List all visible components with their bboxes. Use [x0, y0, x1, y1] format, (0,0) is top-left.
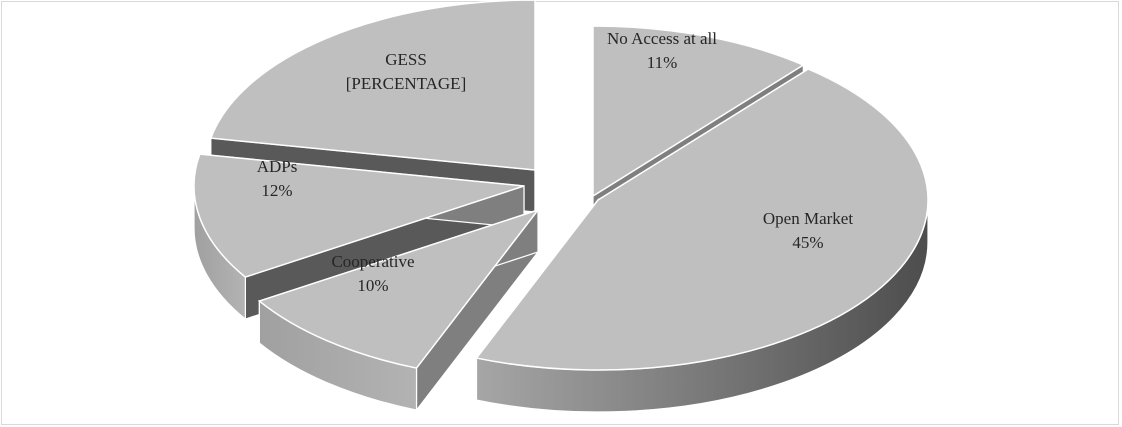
- label-open-market-value: 45%: [792, 233, 823, 252]
- label-cooperative-value: 10%: [357, 276, 388, 295]
- label-no-access-value: 11%: [647, 53, 678, 72]
- label-gess-value: [PERCENTAGE]: [346, 74, 466, 93]
- label-open-market-name: Open Market: [763, 209, 853, 228]
- label-no-access-name: No Access at all: [607, 29, 717, 48]
- label-cooperative-name: Cooperative: [331, 252, 414, 271]
- label-adps-name: ADPs: [257, 157, 298, 176]
- label-gess-name: GESS: [385, 50, 427, 69]
- label-adps-value: 12%: [261, 181, 292, 200]
